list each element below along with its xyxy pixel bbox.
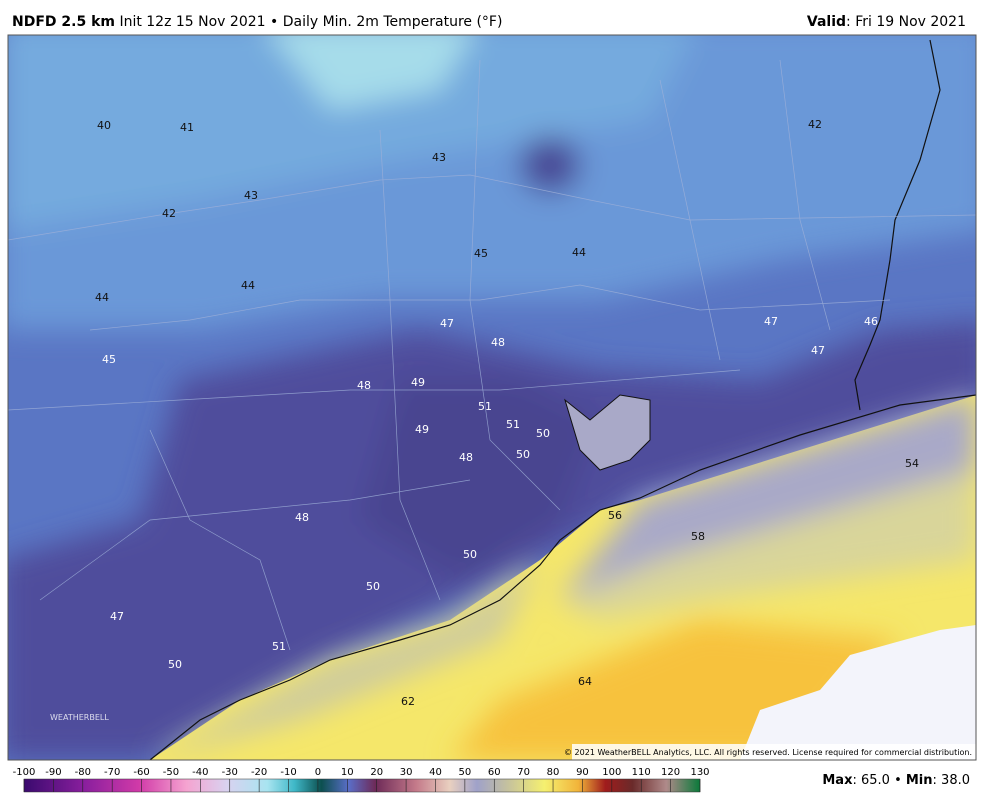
colorbar [23,778,701,793]
colorbar-tick-label: 80 [547,767,560,778]
station-label: 44 [95,291,109,304]
station-label: 42 [808,118,822,131]
station-label: 58 [691,530,705,543]
station-label: 47 [764,315,778,328]
colorbar-tick-label: -80 [75,767,91,778]
colorbar-tick-label: -70 [104,767,120,778]
station-label: 49 [411,376,425,389]
header-left: NDFD 2.5 km Init 12z 15 Nov 2021 • Daily… [12,14,502,30]
colorbar-tick-label: -10 [280,767,296,778]
header-right: Valid: Fri 19 Nov 2021 [807,14,966,30]
footer: Max: 65.0 • Min: 38.0 [822,773,970,788]
colorbar-tick-label: 60 [488,767,501,778]
logo: WEATHERBELL [50,713,109,722]
station-labels: 40 41 43 42 43 42 45 44 44 44 47 48 47 46 47 45 48 49 51 51… [95,118,919,708]
bay [564,394,651,471]
colorbar-tick-label: 0 [315,767,321,778]
colorbar-tick-label: -100 [13,767,36,778]
station-label: 51 [478,400,492,413]
station-label: 62 [401,695,415,708]
colorbar-tick-label: -90 [45,767,61,778]
copyright-box [572,744,976,760]
station-label: 44 [572,246,586,259]
max-value: : 65.0 • [852,773,905,788]
copyright: © 2021 WeatherBELL Analytics, LLC. All r… [564,748,972,757]
no-data [740,625,976,760]
colorbar-tick-label: 50 [459,767,472,778]
station-label: 47 [440,317,454,330]
county-lines [8,59,976,651]
colorbar-tick-label: 40 [429,767,442,778]
max-label: Max [822,773,853,788]
min-value: : 38.0 [933,773,970,788]
station-label: 43 [432,151,446,164]
model-name: NDFD 2.5 km [12,14,115,30]
colorbar-tick-label: 10 [341,767,354,778]
station-label: 47 [811,344,825,357]
min-label: Min [906,773,933,788]
colorbar-tick-label: 30 [400,767,413,778]
temperature-field [8,35,976,760]
station-label: 47 [110,610,124,623]
river [854,39,941,411]
station-label: 50 [366,580,380,593]
map: WEATHERBELL © 2021 WeatherBELL Analytics… [8,35,976,760]
station-label: 48 [459,451,473,464]
station-label: 42 [162,207,176,220]
station-label: 50 [168,658,182,671]
station-label: 50 [463,548,477,561]
station-label: 48 [295,511,309,524]
station-label: 48 [357,379,371,392]
station-label: 51 [272,640,286,653]
coastline [149,394,976,760]
station-label: 50 [516,448,530,461]
colorbar-tick-label: 130 [690,767,709,778]
colorbar-tick-label: -30 [222,767,238,778]
colorbar-tick-label: 120 [661,767,680,778]
colorbar-tick-label: 90 [576,767,589,778]
station-label: 45 [102,353,116,366]
valid-value: : Fri 19 Nov 2021 [846,14,966,30]
map-frame [7,34,977,761]
description: Init 12z 15 Nov 2021 • Daily Min. 2m Tem… [119,14,502,30]
colorbar-tick-label: -40 [192,767,208,778]
colorbar-tick-label: 70 [517,767,530,778]
station-label: 49 [415,423,429,436]
colorbar-tick-label: 110 [632,767,651,778]
station-label: 43 [244,189,258,202]
station-label: 46 [864,315,878,328]
colorbar-tick-label: 100 [602,767,621,778]
colorbar-tick-label: 20 [370,767,383,778]
station-label: 40 [97,119,111,132]
station-label: 51 [506,418,520,431]
colorbar-tick-label: -20 [251,767,267,778]
station-label: 44 [241,279,255,292]
colorbar-tick-label: -50 [163,767,179,778]
station-label: 45 [474,247,488,260]
station-label: 50 [536,427,550,440]
station-label: 41 [180,121,194,134]
colorbar-tick-label: -60 [133,767,149,778]
valid-label: Valid [807,14,846,30]
station-label: 56 [608,509,622,522]
station-label: 54 [905,457,919,470]
station-label: 64 [578,675,592,688]
station-label: 48 [491,336,505,349]
colorbar-ticks: -100 -90 -80 -70 -60 -50 -40 -30 -20 -10 0 10 20 30 40… [13,767,710,792]
